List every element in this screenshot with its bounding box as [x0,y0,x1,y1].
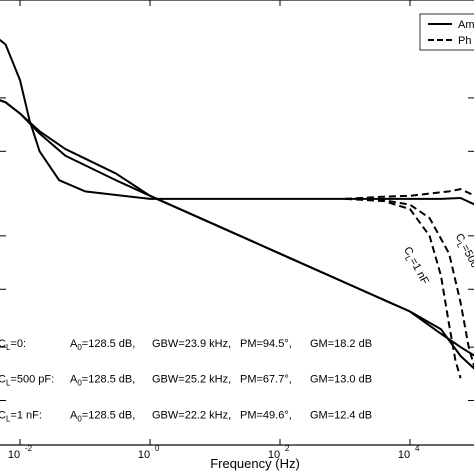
annotation-gbw: GBW=25.2 kHz, [152,374,231,386]
annotation-condition: CL=1 nF: [0,409,42,423]
annotation-pm: PM=67.7°, [240,374,292,386]
legend-label-1: Am [458,19,474,31]
x-tick-exponent: 4 [415,444,420,453]
x-tick-label: 10 [268,449,280,461]
annotation-pm: PM=94.5°, [240,338,292,350]
plot-area [0,0,474,446]
x-tick-label: 10 [8,449,20,461]
annotation-gbw: GBW=22.2 kHz, [152,409,231,421]
series-line-6 [344,197,462,379]
x-tick-label: 10 [398,449,410,461]
annotations: CL=0: A0=128.5 dB, GBW=23.9 kHz, PM=94.5°, G… [0,338,372,423]
annotation-row-2: CL=500 pF: A0=128.5 dB, GBW=25.2 kHz, PM=67… [0,374,372,388]
annotation-a0: A0=128.5 dB, [70,338,135,352]
annotation-gbw: GBW=23.9 kHz, [152,338,231,350]
legend: Am Ph [419,13,474,51]
series-group [0,38,474,379]
annotation-row-3: CL=1 nF: A0=128.5 dB, GBW=22.2 kHz, PM=49.6… [0,409,372,423]
annotation-a0: A0=128.5 dB, [70,374,135,388]
legend-box [419,13,474,51]
y-ticks [0,97,474,401]
annotation-row-1: CL=0: A0=128.5 dB, GBW=23.9 kHz, PM=94.5°, G… [0,338,372,352]
x-ticks: 10 -2 10 0 10 2 10 4 [8,0,420,461]
series-line-1 [0,38,474,206]
annotation-condition: CL=0: [0,338,26,352]
series-line-3 [0,99,474,357]
x-axis-label: Frequency (Hz) [210,456,300,471]
annotation-a0: A0=128.5 dB, [70,409,135,423]
series-line-4 [344,188,474,200]
x-tick-exponent: 2 [285,444,290,453]
annotation-pm: PM=49.6°, [240,409,292,421]
annotation-gm: GM=18.2 dB [310,338,372,350]
x-tick-exponent: -2 [25,444,33,453]
legend-label-2: Ph [458,35,471,47]
annotation-gm: GM=13.0 dB [310,374,372,386]
x-tick-label: 10 [138,449,150,461]
x-tick-exponent: 0 [155,444,160,453]
annotation-condition: CL=500 pF: [0,374,54,388]
annotation-gm: GM=12.4 dB [310,409,372,421]
